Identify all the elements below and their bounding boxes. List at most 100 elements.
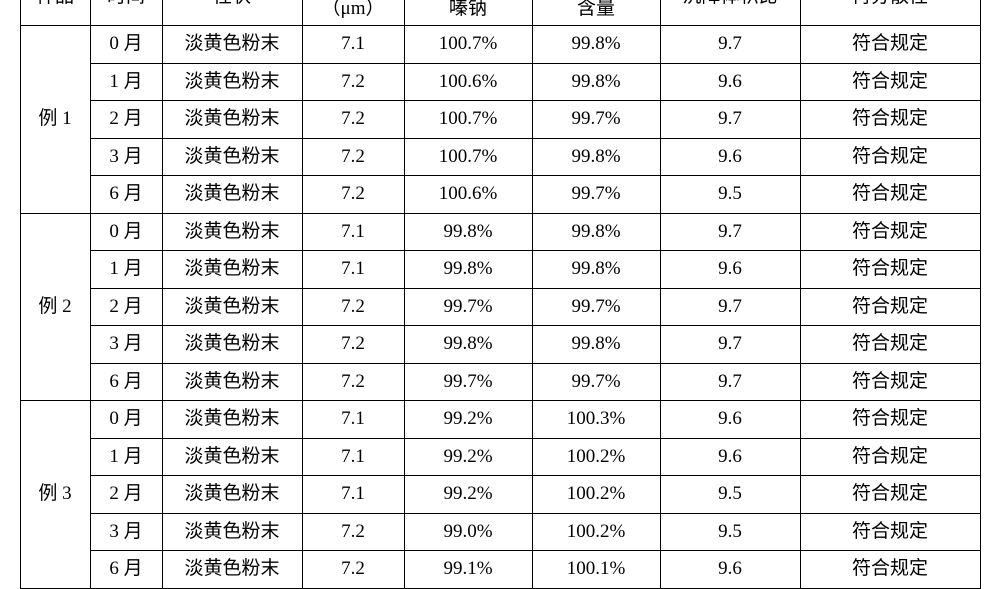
cell-size: 7.1: [302, 438, 404, 476]
cell-redis: 符合规定: [800, 513, 980, 551]
cell-time: 6 月: [90, 363, 162, 401]
table-row: 3 月淡黄色粉末7.299.0%100.2%9.5符合规定: [20, 513, 980, 551]
table-row: 2 月淡黄色粉末7.199.2%100.2%9.5符合规定: [20, 476, 980, 514]
cell-a2: 99.8%: [532, 26, 660, 64]
cell-size: 7.2: [302, 513, 404, 551]
cell-size: 7.1: [302, 251, 404, 289]
cell-redis: 符合规定: [800, 251, 980, 289]
cell-ratio: 9.6: [660, 251, 800, 289]
cell-a1: 99.8%: [404, 326, 532, 364]
cell-ratio: 9.7: [660, 26, 800, 64]
cell-trait: 淡黄色粉末: [162, 288, 302, 326]
table-row: 1 月淡黄色粉末7.2100.6%99.8%9.6符合规定: [20, 63, 980, 101]
cell-a2: 99.8%: [532, 251, 660, 289]
cell-redis: 符合规定: [800, 438, 980, 476]
col-header-redis: 再分散性: [800, 0, 980, 26]
cell-time: 0 月: [90, 401, 162, 439]
cell-redis: 符合规定: [800, 138, 980, 176]
cell-a1: 99.2%: [404, 401, 532, 439]
cell-redis: 符合规定: [800, 401, 980, 439]
cell-size: 7.1: [302, 476, 404, 514]
cell-a1: 99.2%: [404, 438, 532, 476]
col-header-time: 时间: [90, 0, 162, 26]
cell-ratio: 9.6: [660, 438, 800, 476]
table-row: 6 月淡黄色粉末7.299.7%99.7%9.7符合规定: [20, 363, 980, 401]
table-row: 1 月淡黄色粉末7.199.8%99.8%9.6符合规定: [20, 251, 980, 289]
cell-time: 3 月: [90, 513, 162, 551]
col-header-size: 粒度 （μm）: [302, 0, 404, 26]
cell-a2: 99.8%: [532, 326, 660, 364]
cell-redis: 符合规定: [800, 476, 980, 514]
col-header-trait: 性状: [162, 0, 302, 26]
cell-a2: 100.2%: [532, 513, 660, 551]
table-header-row: 样品 时间 性状 粒度 （μm） 磺胺氯达 嗪钠 吲哚美辛钾 含量 沉降体积比 …: [20, 0, 980, 26]
cell-trait: 淡黄色粉末: [162, 513, 302, 551]
cell-trait: 淡黄色粉末: [162, 438, 302, 476]
table-row: 2 月淡黄色粉末7.2100.7%99.7%9.7符合规定: [20, 101, 980, 139]
cell-a1: 99.2%: [404, 476, 532, 514]
cell-redis: 符合规定: [800, 551, 980, 589]
cell-a2: 100.1%: [532, 551, 660, 589]
cell-time: 3 月: [90, 326, 162, 364]
cell-redis: 符合规定: [800, 213, 980, 251]
group-header: 例 3: [20, 401, 90, 589]
cell-size: 7.2: [302, 326, 404, 364]
cell-a2: 99.7%: [532, 176, 660, 214]
cell-a1: 99.7%: [404, 363, 532, 401]
table-row: 6 月淡黄色粉末7.299.1%100.1%9.6符合规定: [20, 551, 980, 589]
cell-trait: 淡黄色粉末: [162, 476, 302, 514]
table-body: 例 10 月淡黄色粉末7.1100.7%99.8%9.7符合规定1 月淡黄色粉末…: [20, 26, 980, 589]
cell-ratio: 9.7: [660, 363, 800, 401]
cell-ratio: 9.7: [660, 213, 800, 251]
cell-ratio: 9.6: [660, 401, 800, 439]
cell-a1: 99.8%: [404, 213, 532, 251]
table-row: 1 月淡黄色粉末7.199.2%100.2%9.6符合规定: [20, 438, 980, 476]
table-row: 3 月淡黄色粉末7.299.8%99.8%9.7符合规定: [20, 326, 980, 364]
table-row: 例 10 月淡黄色粉末7.1100.7%99.8%9.7符合规定: [20, 26, 980, 64]
cell-ratio: 9.5: [660, 513, 800, 551]
col-header-a2-l2: 含量: [577, 0, 615, 19]
cell-a1: 99.8%: [404, 251, 532, 289]
cell-time: 6 月: [90, 176, 162, 214]
cell-redis: 符合规定: [800, 101, 980, 139]
group-header: 例 1: [20, 26, 90, 214]
cell-a2: 99.7%: [532, 288, 660, 326]
cell-size: 7.2: [302, 138, 404, 176]
cell-a2: 99.8%: [532, 138, 660, 176]
cell-time: 1 月: [90, 251, 162, 289]
cell-redis: 符合规定: [800, 26, 980, 64]
cell-time: 2 月: [90, 288, 162, 326]
cell-redis: 符合规定: [800, 288, 980, 326]
col-header-a2: 吲哚美辛钾 含量: [532, 0, 660, 26]
col-header-sample: 样品: [20, 0, 90, 26]
cell-time: 1 月: [90, 438, 162, 476]
cell-time: 0 月: [90, 213, 162, 251]
cell-ratio: 9.6: [660, 551, 800, 589]
cell-size: 7.2: [302, 63, 404, 101]
cell-ratio: 9.7: [660, 101, 800, 139]
col-header-ratio: 沉降体积比: [660, 0, 800, 26]
cell-a2: 99.8%: [532, 213, 660, 251]
cell-redis: 符合规定: [800, 326, 980, 364]
cell-size: 7.2: [302, 176, 404, 214]
cell-size: 7.1: [302, 213, 404, 251]
cell-time: 1 月: [90, 63, 162, 101]
cell-trait: 淡黄色粉末: [162, 63, 302, 101]
table-row: 例 20 月淡黄色粉末7.199.8%99.8%9.7符合规定: [20, 213, 980, 251]
table-row: 6 月淡黄色粉末 7.2100.6%99.7%9.5符合规定: [20, 176, 980, 214]
group-header: 例 2: [20, 213, 90, 401]
cell-ratio: 9.6: [660, 63, 800, 101]
cell-a2: 99.8%: [532, 63, 660, 101]
cell-redis: 符合规定: [800, 363, 980, 401]
table-row: 2 月淡黄色粉末7.299.7%99.7%9.7符合规定: [20, 288, 980, 326]
cell-a2: 99.7%: [532, 101, 660, 139]
cell-time: 2 月: [90, 101, 162, 139]
cell-time: 3 月: [90, 138, 162, 176]
cell-time: 0 月: [90, 26, 162, 64]
cell-redis: 符合规定: [800, 176, 980, 214]
col-header-a1: 磺胺氯达 嗪钠: [404, 0, 532, 26]
cell-ratio: 9.7: [660, 288, 800, 326]
cell-trait: 淡黄色粉末: [162, 138, 302, 176]
cell-trait: 淡黄色粉末: [162, 251, 302, 289]
cell-a2: 100.3%: [532, 401, 660, 439]
